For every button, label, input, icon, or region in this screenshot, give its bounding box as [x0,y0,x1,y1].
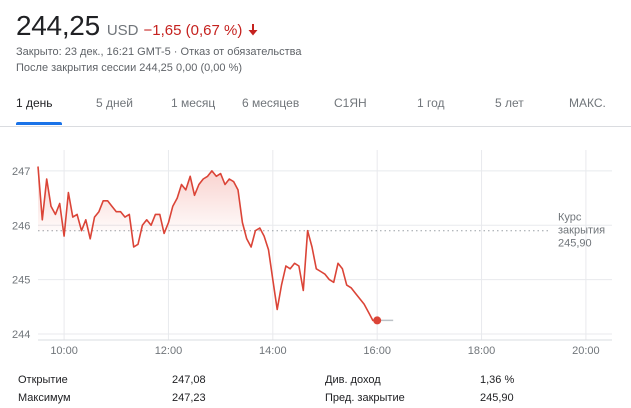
tab-max[interactable]: МАКС. [569,96,606,110]
stat-prev-close-label: Пред. закрытие [325,392,405,404]
tab-6-months[interactable]: 6 месяцев [242,96,300,110]
prev-close-value: 245,90 [558,238,592,250]
active-tab-indicator [16,122,62,125]
tab-5-days[interactable]: 5 дней [96,96,134,110]
price-chart[interactable]: 247 246 245 244 10:00 12:00 14:00 16:00 18:00 20:… [0,138,631,368]
x-tick-label: 16:00 [363,345,391,357]
current-price: 244,25 [16,10,100,41]
prev-close-label-1: Курс [558,212,582,224]
x-tick-label: 12:00 [155,345,183,357]
tab-1-month[interactable]: 1 месяц [171,96,216,110]
stat-open-label: Открытие [18,374,68,386]
stat-open-value: 247,08 [172,374,206,386]
stat-high-value: 247,23 [172,392,206,404]
x-tick-label: 18:00 [468,345,496,357]
tab-ytd[interactable]: С1ЯН [334,96,367,110]
y-tick-label: 244 [12,329,30,341]
price-change: −1,65 (0,67 %) [143,22,243,39]
arrow-down-icon [248,24,258,36]
range-tabs: 1 день 5 дней 1 месяц 6 месяцев С1ЯН 1 г… [0,86,631,127]
quote-header: 244,25 USD −1,65 (0,67 %) [16,10,258,42]
last-price-point [373,316,382,325]
closed-info: Закрыто: 23 дек., 16:21 GMT-5 · Отказ от… [16,46,302,58]
price-line [37,166,378,322]
y-tick-label: 247 [12,166,30,178]
x-tick-label: 20:00 [572,345,600,357]
stat-prev-close-value: 245,90 [480,392,514,404]
stat-dividend-label: Див. доход [325,374,381,386]
tab-1-year[interactable]: 1 год [417,96,445,110]
currency-code: USD [106,22,139,39]
x-tick-label: 10:00 [50,345,78,357]
y-tick-label: 246 [12,220,30,232]
y-tick-label: 245 [12,275,30,287]
tab-5-years[interactable]: 5 лет [495,96,524,110]
stat-dividend-value: 1,36 % [480,374,515,386]
tab-1-day[interactable]: 1 день [16,96,53,110]
after-hours-info: После закрытия сессии 244,25 0,00 (0,00 … [16,62,243,74]
x-tick-label: 14:00 [259,345,287,357]
prev-close-label-2: закрытия [558,225,605,237]
stat-high-label: Максимум [18,392,71,404]
